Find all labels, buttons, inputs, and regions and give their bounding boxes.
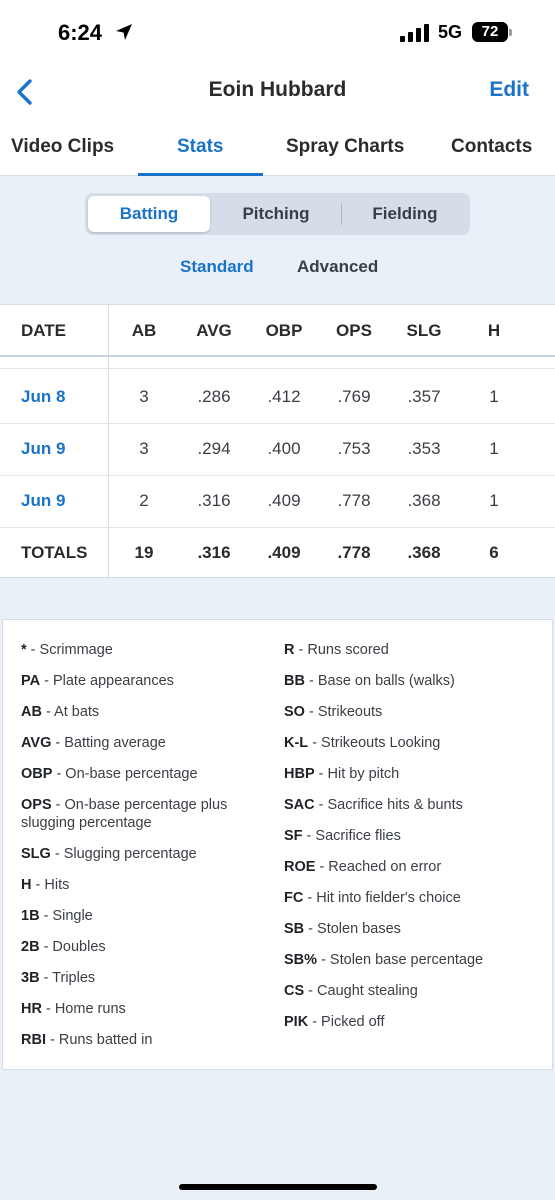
cell-h: 1 <box>489 387 499 406</box>
row-date-link[interactable]: Jun 9 <box>21 491 66 510</box>
page-title: Eoin Hubbard <box>208 78 347 101</box>
cell-ab: 3 <box>139 387 149 406</box>
legend-item: SLG - Slugging percentage <box>21 846 197 862</box>
column-header-obp[interactable]: OBP <box>265 321 303 340</box>
location-arrow-icon <box>116 24 132 40</box>
legend-item: CS - Caught stealing <box>284 983 418 999</box>
cell-obp: .400 <box>267 439 301 458</box>
cell-ops: .778 <box>337 491 371 510</box>
tab-contacts[interactable]: Contacts <box>451 136 533 157</box>
status-bar: 6:24 5G 72 <box>0 0 555 68</box>
row-separator <box>0 475 555 476</box>
total-ab: 19 <box>134 543 154 562</box>
total-h: 6 <box>489 543 499 562</box>
legend-item: SF - Sacrifice flies <box>284 828 401 844</box>
active-tab-indicator <box>138 173 263 176</box>
legend-item: SB - Stolen bases <box>284 921 401 937</box>
table-header: DATE AB AVG OBP OPS SLG H <box>0 305 555 357</box>
cell-ops: .769 <box>337 387 371 406</box>
tab-bar: Video Clips Stats Spray Charts Contacts <box>0 118 555 176</box>
legend-item: SO - Strikeouts <box>284 704 383 720</box>
column-divider <box>108 305 109 579</box>
column-header-ops[interactable]: OPS <box>336 321 372 340</box>
battery-icon: 72 <box>472 22 508 42</box>
legend-item: PIK - Picked off <box>284 1014 385 1030</box>
legend-item: K-L - Strikeouts Looking <box>284 735 441 751</box>
row-separator <box>0 527 555 528</box>
subtab-advanced[interactable]: Advanced <box>297 257 379 276</box>
tab-stats[interactable]: Stats <box>177 136 224 157</box>
segment-batting[interactable]: Batting <box>88 196 210 232</box>
legend-item: OPS - On-base percentage plus slugging p… <box>21 797 228 831</box>
edit-button[interactable]: Edit <box>489 78 529 101</box>
row-separator <box>0 423 555 424</box>
table-row[interactable]: Jun 9 3 .294 .400 .753 .353 1 <box>0 423 555 475</box>
legend-item: 3B - Triples <box>21 970 96 986</box>
legend-item: H - Hits <box>21 877 70 893</box>
scroll-gap <box>0 357 555 369</box>
segment-pitching[interactable]: Pitching <box>242 204 310 223</box>
cell-slg: .368 <box>407 491 441 510</box>
legend-item: HBP - Hit by pitch <box>284 766 400 782</box>
cell-avg: .294 <box>197 439 231 458</box>
legend-item: HR - Home runs <box>21 1001 126 1017</box>
totals-label: TOTALS <box>21 543 88 562</box>
column-header-date[interactable]: DATE <box>21 321 67 340</box>
tab-video-clips[interactable]: Video Clips <box>11 136 115 157</box>
legend-item: FC - Hit into fielder's choice <box>284 890 461 906</box>
legend-item: BB - Base on balls (walks) <box>284 673 455 689</box>
total-slg: .368 <box>407 543 441 562</box>
totals-row: TOTALS 19 .316 .409 .778 .368 6 <box>0 527 555 579</box>
status-time: 6:24 <box>58 20 103 45</box>
legend-item: 1B - Single <box>21 908 93 924</box>
column-header-h[interactable]: H <box>487 321 501 340</box>
battery-cap <box>509 29 512 36</box>
table-row[interactable]: Jun 9 2 .316 .409 .778 .368 1 <box>0 475 555 527</box>
column-header-slg[interactable]: SLG <box>406 321 442 340</box>
legend-item: SB% - Stolen base percentage <box>284 952 484 968</box>
tab-spray-charts[interactable]: Spray Charts <box>286 136 405 157</box>
stats-table: DATE AB AVG OBP OPS SLG H Jun 8 3 .286 .… <box>0 304 555 579</box>
row-date-link[interactable]: Jun 9 <box>21 439 66 458</box>
nav-bar: Eoin Hubbard Edit <box>0 68 555 118</box>
subtab-standard[interactable]: Standard <box>180 257 254 276</box>
legend-item: AB - At bats <box>21 704 100 720</box>
cell-obp: .412 <box>267 387 301 406</box>
table-row[interactable]: Jun 8 3 .286 .412 .769 .357 1 <box>0 371 555 423</box>
cell-slg: .357 <box>407 387 441 406</box>
cell-avg: .286 <box>197 387 231 406</box>
cell-ops: .753 <box>337 439 371 458</box>
cell-h: 1 <box>489 491 499 510</box>
total-ops: .778 <box>337 543 371 562</box>
row-date-link[interactable]: Jun 8 <box>21 387 66 406</box>
stat-type-segmented-control: Batting Pitching Fielding <box>85 193 470 235</box>
stats-legend: * - Scrimmage PA - Plate appearances AB … <box>2 619 553 1070</box>
legend-item: OBP - On-base percentage <box>21 766 198 782</box>
cell-avg: .316 <box>197 491 231 510</box>
cell-ab: 3 <box>139 439 149 458</box>
total-obp: .409 <box>267 543 301 562</box>
network-type: 5G <box>438 22 463 42</box>
legend-item: * - Scrimmage <box>21 642 113 658</box>
column-header-ab[interactable]: AB <box>131 321 157 340</box>
legend-item: PA - Plate appearances <box>21 673 174 689</box>
legend-item: 2B - Doubles <box>21 939 106 955</box>
segment-fielding[interactable]: Fielding <box>372 204 438 223</box>
cell-obp: .409 <box>267 491 301 510</box>
total-avg: .316 <box>197 543 231 562</box>
cell-slg: .353 <box>407 439 441 458</box>
chevron-left-icon[interactable] <box>10 72 44 112</box>
legend-item: SAC - Sacrifice hits & bunts <box>284 797 463 813</box>
home-indicator[interactable] <box>179 1184 377 1190</box>
legend-item: ROE - Reached on error <box>284 859 442 875</box>
legend-item: RBI - Runs batted in <box>21 1032 153 1048</box>
legend-item: AVG - Batting average <box>21 735 166 751</box>
cell-h: 1 <box>489 439 499 458</box>
legend-item: R - Runs scored <box>284 642 389 658</box>
cell-ab: 2 <box>139 491 149 510</box>
cellular-signal-icon <box>400 24 429 42</box>
segment-divider <box>341 203 342 225</box>
column-header-avg[interactable]: AVG <box>196 321 232 340</box>
